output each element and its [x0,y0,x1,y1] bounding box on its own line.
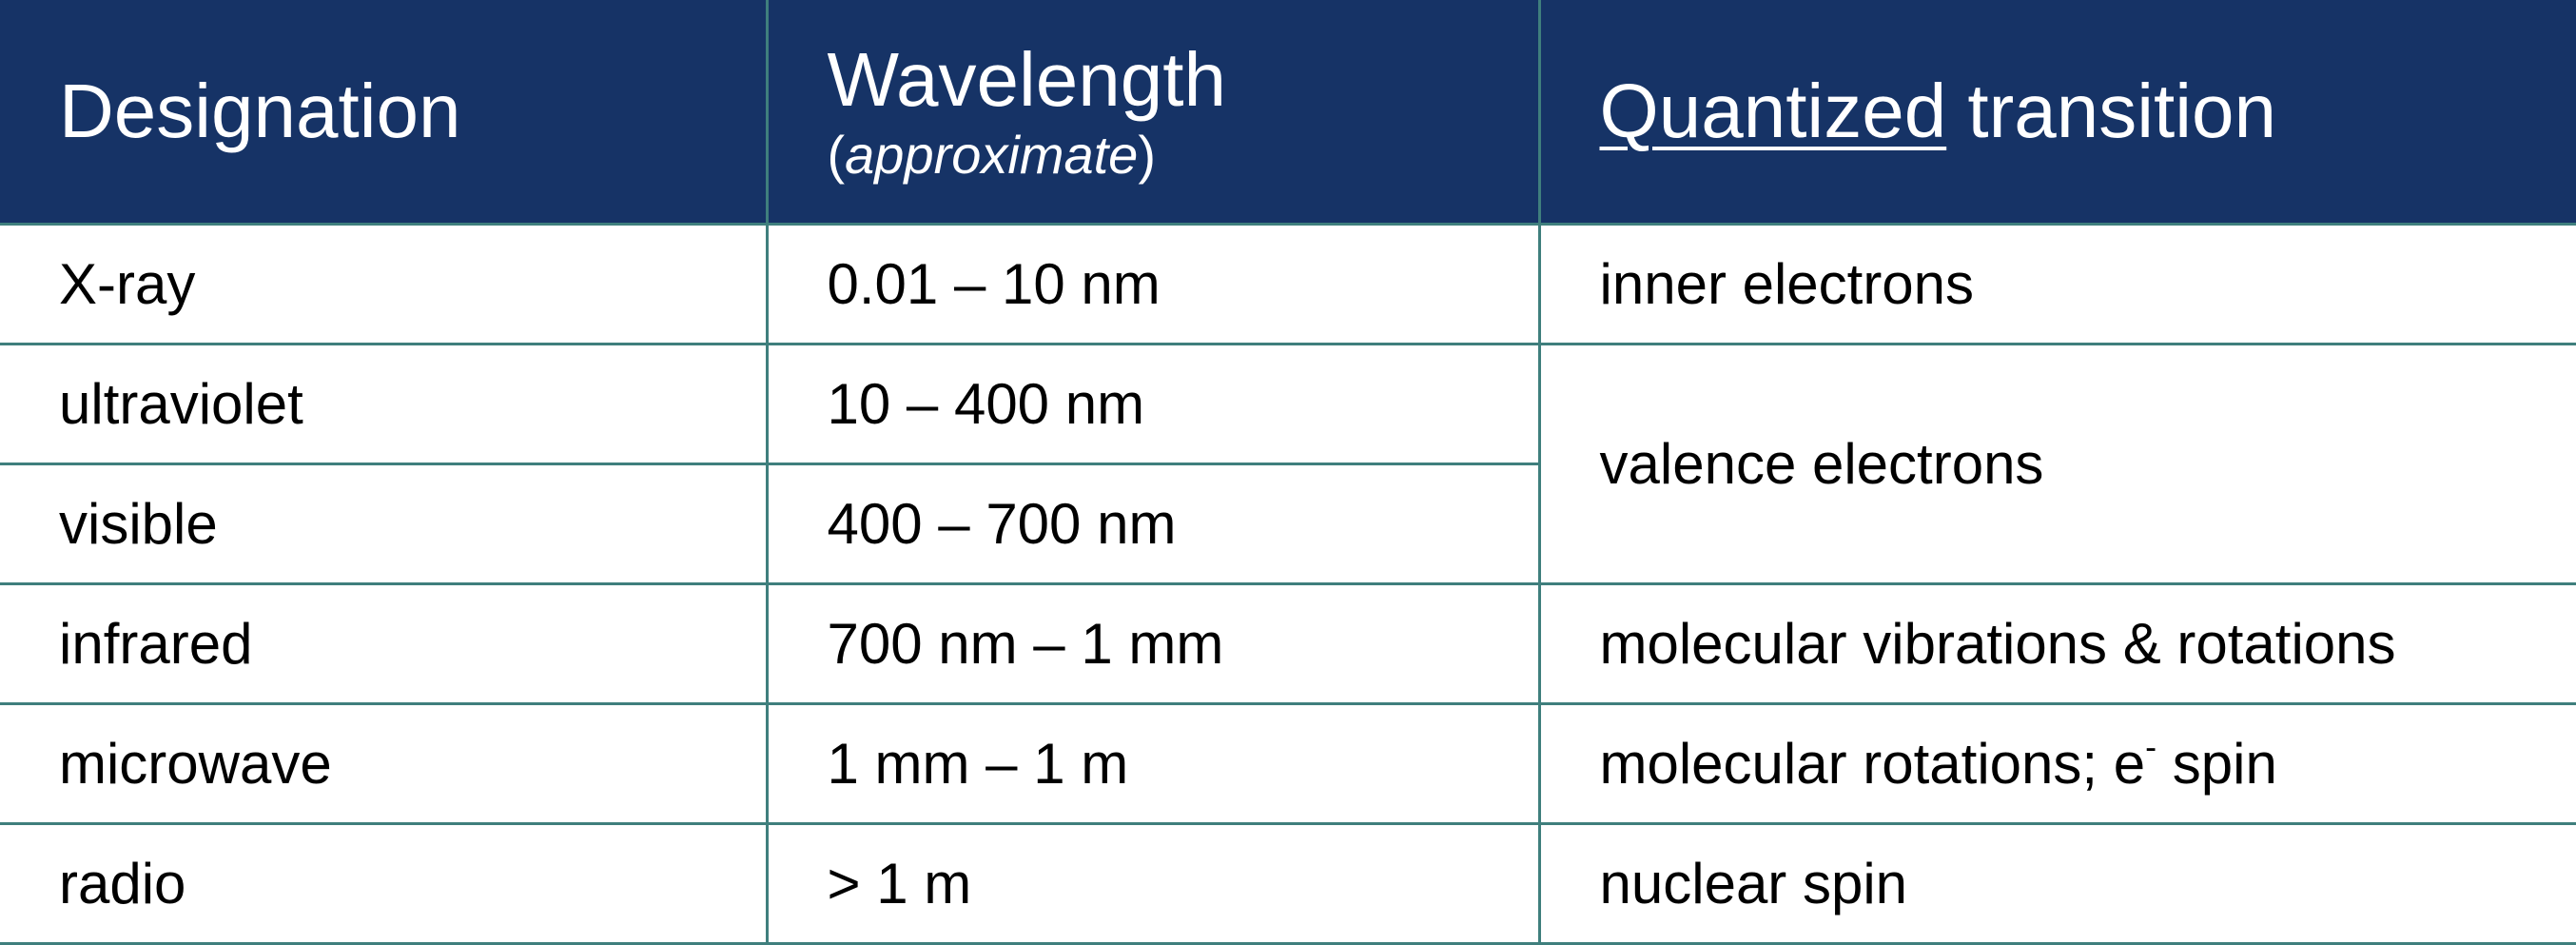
table-row: radio > 1 m nuclear spin [0,823,2576,945]
table-header: Designation Wavelength (approximate) Qua… [0,0,2576,226]
header-transition-underlined: Quantized [1599,69,1947,153]
table-row: microwave 1 mm – 1 m molecular rotations… [0,703,2576,825]
header-wavelength-label: Wavelength [827,37,1227,123]
cell-transition: molecular vibrations & rotations [1537,583,2576,705]
cell-designation: X-ray [0,224,767,345]
cell-wavelength: 1 mm – 1 m [765,703,1539,825]
cell-transition: molecular rotations; e- spin [1537,703,2576,825]
cell-wavelength: 400 – 700 nm [765,463,1539,585]
table-row: ultraviolet 10 – 400 nm valence electron… [0,344,2576,585]
header-designation-label: Designation [59,69,461,153]
cell-wavelength: > 1 m [765,823,1539,945]
transition-post: spin [2156,732,2277,796]
header-wavelength-note-line: (approximate) [828,126,1538,185]
cell-designation: ultraviolet [0,344,767,465]
table-row: X-ray 0.01 – 10 nm inner electrons [0,224,2576,345]
header-transition: Quantized transition [1537,0,2576,226]
header-designation: Designation [0,0,767,226]
transition-pre: molecular rotations; e [1599,732,2146,796]
header-wavelength-note: approximate [845,125,1139,186]
electron-superscript: - [2145,727,2157,766]
cell-transition: valence electrons [1537,344,2576,585]
cell-wavelength: 10 – 400 nm [765,344,1539,465]
close-paren: ) [1138,125,1156,186]
table-row: infrared 700 nm – 1 mm molecular vibrati… [0,583,2576,705]
cell-wavelength: 700 nm – 1 mm [765,583,1539,705]
table-body: X-ray 0.01 – 10 nm inner electrons ultra… [0,224,2576,945]
header-transition-rest: transition [1946,69,2277,153]
cell-designation: infrared [0,583,767,705]
cell-transition: inner electrons [1537,224,2576,345]
header-row: Designation Wavelength (approximate) Qua… [0,0,2576,226]
open-paren: ( [827,125,846,186]
cell-designation: visible [0,463,767,585]
cell-wavelength: 0.01 – 10 nm [765,224,1539,345]
cell-designation: radio [0,823,767,945]
cell-designation: microwave [0,703,767,825]
header-wavelength: Wavelength (approximate) [765,0,1539,226]
cell-transition: nuclear spin [1537,823,2576,945]
table-row: visible 400 – 700 nm [0,463,2576,585]
